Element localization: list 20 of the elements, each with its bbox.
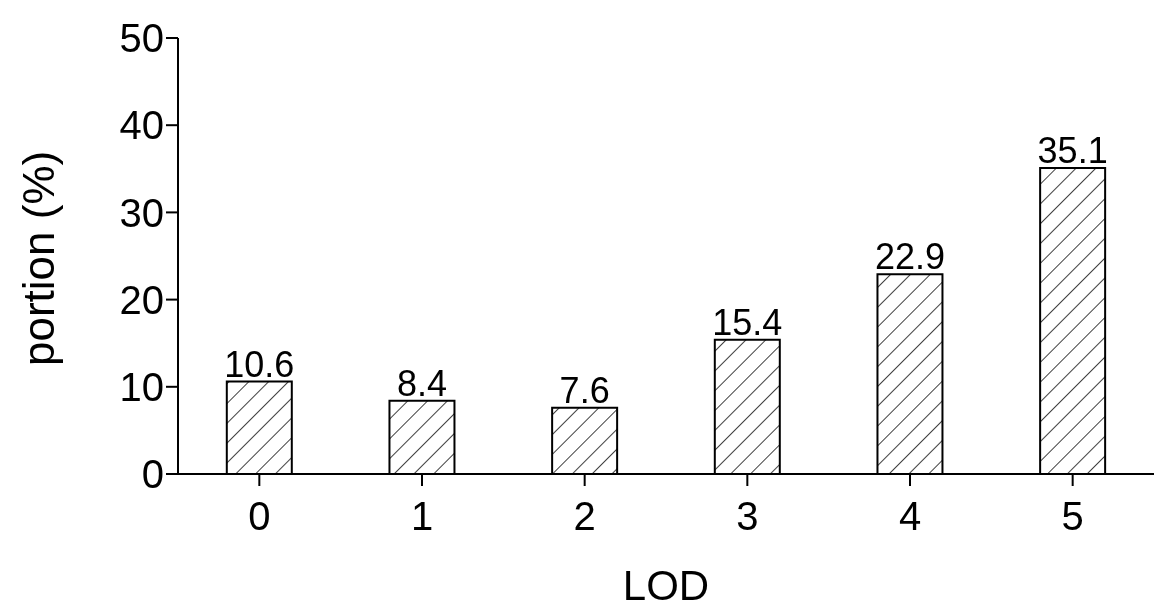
y-tick-label: 30 — [119, 190, 164, 235]
data-label: 8.4 — [396, 362, 447, 404]
y-tick-label: 40 — [119, 103, 164, 148]
y-tick-label: 0 — [141, 452, 164, 497]
data-label: 10.6 — [224, 343, 295, 385]
y-tick-label: 20 — [119, 277, 164, 322]
data-label: 15.4 — [712, 301, 783, 343]
x-tick-label: 2 — [573, 494, 596, 539]
x-tick-label: 3 — [736, 494, 759, 539]
data-label: 35.1 — [1037, 129, 1108, 171]
y-tick-label: 50 — [119, 16, 164, 61]
x-axis-title: LOD — [622, 562, 710, 609]
x-tick-label: 0 — [248, 494, 271, 539]
data-label: 7.6 — [559, 369, 610, 411]
y-axis-title: portion (%) — [13, 150, 63, 366]
x-tick-label: 1 — [410, 494, 434, 539]
data-label: 22.9 — [874, 236, 946, 278]
x-tick-label: 4 — [898, 494, 922, 539]
x-tick-label: 5 — [1061, 494, 1084, 539]
y-tick-label: 10 — [119, 365, 164, 409]
